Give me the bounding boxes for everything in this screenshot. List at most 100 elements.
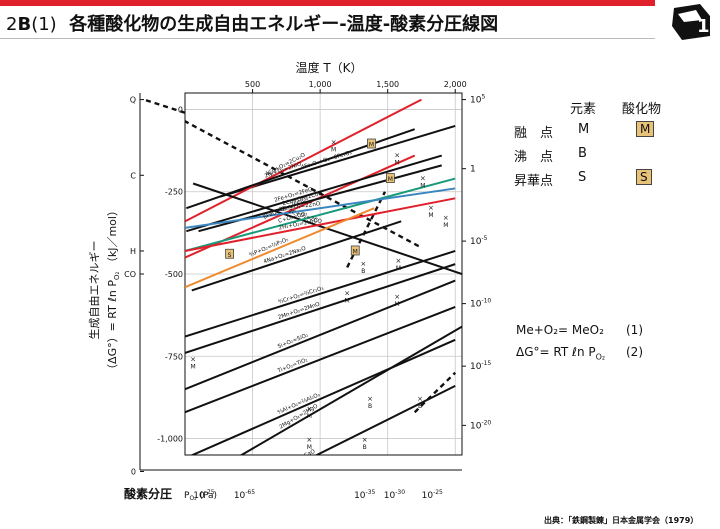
left-scale-label: C: [130, 171, 136, 180]
marker-box: [225, 248, 234, 259]
marker-cross: ×: [420, 175, 426, 183]
equation-1: Me+O₂= MeO₂: [516, 323, 604, 337]
legend-row-melting-label: 融 点: [514, 126, 554, 141]
logo: 1: [672, 4, 710, 40]
y-axis-tick-label: -1,000: [157, 435, 183, 444]
marker-label: M: [395, 301, 400, 308]
marker-label: B: [363, 444, 367, 451]
reaction-label: 4Fe₃O₄+O₂=6Fe₂O₃: [300, 150, 352, 171]
marker-box: [350, 245, 360, 256]
marker-cross: ×: [367, 395, 373, 403]
legend-row-sublimation-element: S: [578, 170, 587, 185]
reaction-line: [191, 220, 402, 292]
dashed-reference-extension: [145, 99, 186, 114]
legend-row-boiling-element: B: [578, 146, 587, 161]
marker-cross: ×: [331, 138, 337, 146]
y-axis-tick-label: 0: [178, 105, 183, 114]
equation-2-number: (2): [626, 345, 643, 359]
marker-cross: ×: [443, 214, 449, 222]
svg-text:1: 1: [697, 16, 710, 37]
marker-box-label: M: [353, 248, 358, 255]
reaction-line: [314, 384, 456, 455]
top-axis-tick-label: 500: [245, 80, 260, 89]
marker-cross: ×: [306, 436, 312, 444]
top-axis-tick-label: 1,500: [376, 80, 399, 89]
right-scale-label: 1: [470, 165, 476, 175]
legend-row-melting-oxide: M: [636, 121, 655, 137]
left-scale-label: 0: [131, 467, 136, 476]
reaction-line: [185, 279, 456, 391]
legend-row-melting-element: M: [578, 122, 590, 137]
marker-label: M: [345, 298, 350, 305]
right-scale-label: 10-5: [470, 235, 488, 247]
legend-row-boiling-label: 沸 点: [514, 150, 554, 165]
title-divider: [0, 38, 655, 39]
reaction-line: [239, 325, 462, 455]
marker-cross: ×: [324, 458, 330, 466]
marker-label: M: [395, 160, 400, 167]
reaction-line: [185, 250, 456, 338]
top-axis-title: 温度 T（K）: [296, 60, 363, 75]
marker-label: M: [191, 364, 196, 371]
equation-1-number: (1): [626, 323, 643, 337]
bottom-axis-tick-label: 10-30: [384, 489, 405, 501]
marker-label: M: [396, 265, 401, 272]
marker-label: M: [420, 183, 425, 190]
bottom-axis-tick-label: 10-25: [422, 489, 443, 501]
legend-row-sublimation-label: 昇華点: [514, 174, 554, 189]
reaction-line: [185, 197, 456, 252]
dashed-reference-line: [413, 371, 457, 414]
reaction-line: [185, 187, 456, 229]
marker-cross: ×: [417, 395, 423, 403]
page-title: 2B(1) 各種酸化物の生成自由エネルギー-温度-酸素分圧線図: [6, 14, 499, 35]
marker-box-label: S: [228, 252, 232, 259]
reaction-line: [185, 98, 422, 223]
y-axis-tick-label: -750: [165, 352, 183, 361]
marker-label: B: [368, 403, 372, 410]
marker-label: M: [307, 413, 312, 420]
marker-box: [385, 173, 395, 183]
marker-label: B: [361, 268, 365, 275]
marker-box-label: M: [388, 176, 393, 183]
reaction-line: [185, 263, 456, 354]
reaction-line: [219, 124, 456, 198]
reaction-line: [185, 305, 456, 414]
reaction-line: [186, 154, 443, 233]
y-axis-tick-label: -250: [165, 188, 183, 197]
reaction-line: [185, 207, 375, 289]
marker-cross: ×: [190, 356, 196, 364]
bottom-axis-tick-label: 10-75: [193, 489, 214, 501]
marker-cross: ×: [306, 405, 312, 413]
reaction-line: [192, 182, 462, 275]
left-scale-label: H: [130, 247, 136, 256]
marker-cross: ×: [396, 257, 402, 265]
y-axis-subtitle: （ΔG°）= RT ℓn PO₂ （kJ／mol）: [106, 205, 121, 375]
marker-label: M: [331, 146, 336, 153]
right-scale-label: 10-15: [470, 360, 491, 372]
marker-label: B: [418, 403, 422, 410]
marker-label: M: [443, 222, 448, 229]
left-scale-label: CO: [124, 270, 136, 279]
marker-cross: ×: [394, 152, 400, 160]
marker-label: M: [307, 444, 312, 451]
marker-box-label: M: [369, 142, 374, 149]
marker-cross: ×: [344, 290, 350, 298]
legend: 元素 酸化物 融 点 M M 沸 点 B 昇華点 S S: [510, 98, 690, 189]
legend-row-sublimation-oxide: S: [636, 169, 652, 185]
bottom-axis-title: 酸素分圧: [124, 486, 172, 501]
marker-cross: ×: [394, 293, 400, 301]
y-axis-title: 生成自由エネルギー: [87, 241, 101, 340]
legend-col-oxide: 酸化物: [622, 102, 662, 117]
legend-col-element: 元素: [570, 102, 597, 117]
dashed-reference-line: [185, 119, 423, 249]
marker-cross: ×: [428, 204, 434, 212]
header-accent-bar: [0, 0, 655, 6]
top-axis-tick-label: 1,000: [309, 80, 332, 89]
top-axis-tick-label: 2,000: [444, 80, 467, 89]
marker-cross: ×: [362, 436, 368, 444]
reaction-line: [190, 338, 456, 455]
reaction-label: 2Ca+O₂=2CaO: [276, 448, 316, 472]
right-scale-label: 105: [470, 94, 485, 106]
bottom-axis-tick-label: 10-65: [234, 489, 255, 501]
